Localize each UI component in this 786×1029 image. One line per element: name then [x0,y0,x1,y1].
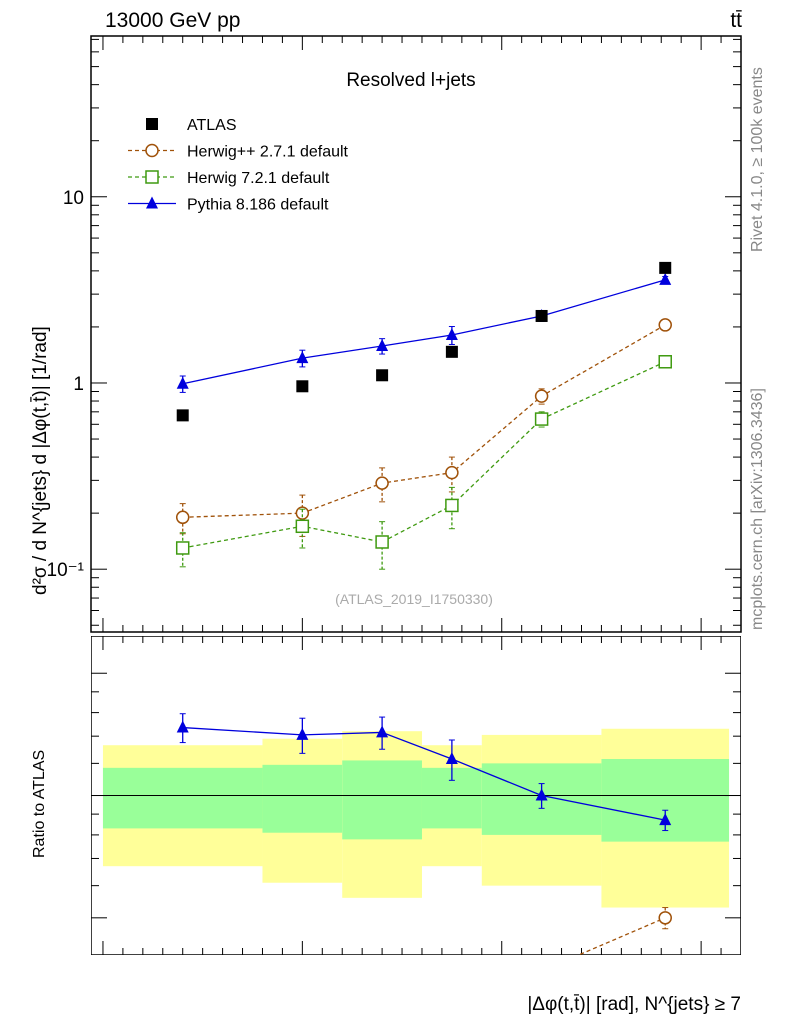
data-point [534,389,549,403]
rivet-label: Rivet 4.1.0, ≥ 100k events [749,67,766,252]
main-plot-frame [90,35,742,633]
series-line [182,361,666,549]
ratio-y-tick-label-right: 2 [748,664,759,685]
data-point [445,465,459,480]
data-point [176,409,189,422]
data-point [176,720,189,733]
main-ylabel: d²σ / d N^{jets} d |Δφ(t,t̄)| [1/rad] [30,326,51,595]
legend-label: Pythia 8.186 default [187,197,329,214]
ratio-ylabel: Ratio to ATLAS [31,750,48,858]
data-point [296,351,309,364]
data-point [296,727,309,740]
ratio-y-tick-label: 1 [73,787,84,808]
header-right: tt̄ [730,9,742,32]
data-point [535,309,548,322]
legend-label: ATLAS [187,117,237,134]
data-point [659,272,672,285]
data-point [658,318,672,332]
ratio-y-tick-label-right: 0.5 [748,909,774,930]
data-point [658,911,672,925]
watermark: (ATLAS_2019_I1750330) [335,591,493,607]
data-point [376,369,389,382]
series-line [182,279,666,385]
y-tick-label: 10⁻¹ [47,560,85,581]
mcplots-label: mcplots.cern.ch [arXiv:1306.3436] [749,388,766,630]
data-point [175,541,190,555]
data-point [445,498,459,513]
series-line [182,726,666,821]
series-line [182,324,666,518]
ratio-y-tick-label: 0.5 [58,909,84,930]
legend-marker [145,170,159,184]
stat-uncertainty-band [102,767,263,829]
legend: ATLAS Herwig++ 2.7.1 default Herwig 7.2.1 … [128,117,349,214]
y-tick-label: 10 [63,188,84,209]
data-point [375,476,389,490]
data-point [376,725,389,738]
legend-label: Herwig++ 2.7.1 default [187,144,349,161]
data-point [535,788,548,801]
data-point [376,338,389,351]
legend-marker [146,196,158,209]
data-point [659,261,672,274]
data-point [176,376,189,389]
data-point [445,345,458,358]
data-point [295,506,310,520]
stat-uncertainty-band [342,760,422,840]
data-point [658,355,672,369]
ratio-y-tick-label-right: 1 [748,787,759,808]
x-tick-label: 3 [696,961,707,982]
stat-uncertainty-band [262,764,343,833]
data-point [175,510,190,525]
y-tick-label: 1 [73,374,84,395]
x-tick-label: 0 [98,961,109,982]
data-point [659,813,672,826]
legend-label: Herwig 7.2.1 default [187,170,330,187]
data-point [375,535,389,549]
data-point [445,327,458,340]
ratio-y-tick-label: 2 [73,664,84,685]
data-point [534,412,549,426]
x-axis-label: |Δφ(t,t̄)| [rad], N^{jets} ≥ 7 [527,994,741,1015]
main-title: Resolved l+jets [346,70,475,91]
legend-marker [146,118,158,130]
data-point [295,519,310,534]
x-tick-label: 2 [496,961,507,982]
legend-marker [145,143,159,158]
data-point [445,752,458,765]
data-point [296,380,309,393]
header-left: 13000 GeV pp [105,9,240,32]
x-tick-label: 1 [297,961,308,982]
series-line [577,917,666,955]
